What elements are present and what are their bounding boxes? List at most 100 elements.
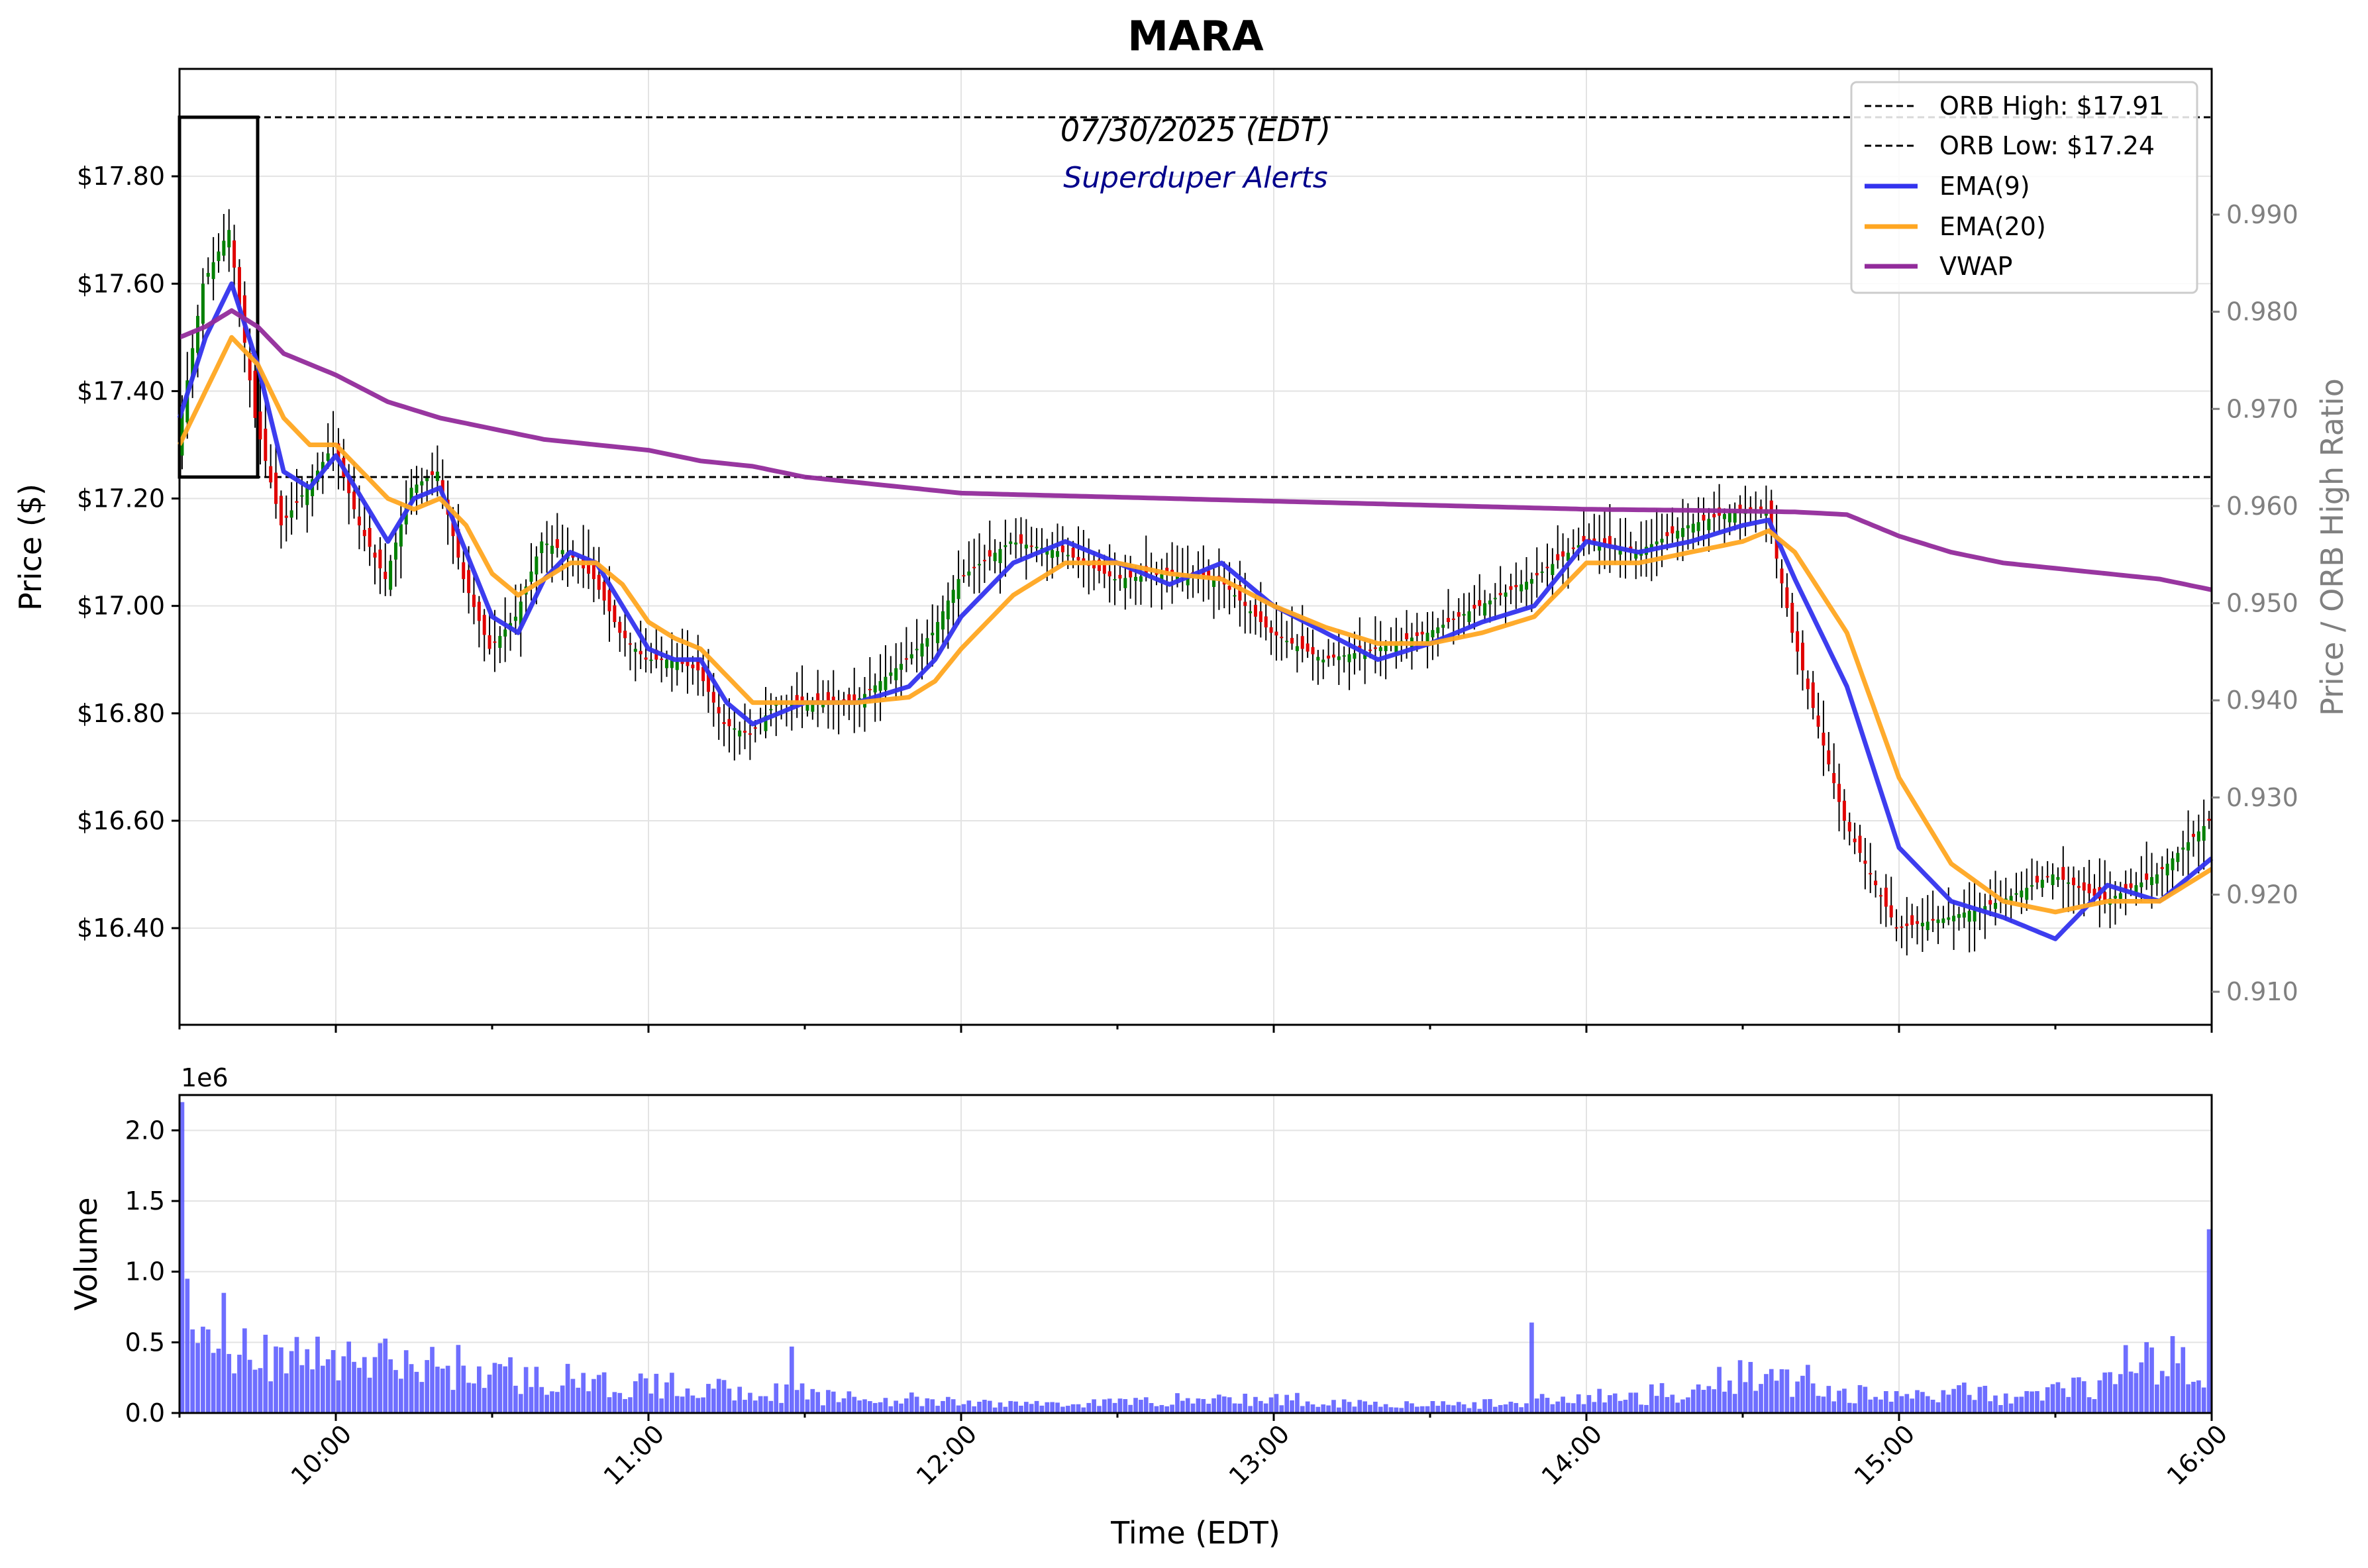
volume-bar xyxy=(1221,1396,1227,1413)
candle-body xyxy=(941,611,945,630)
volume-bar xyxy=(638,1373,643,1413)
volume-bar xyxy=(628,1397,633,1413)
candle-body xyxy=(1920,922,1924,927)
volume-bar xyxy=(841,1398,847,1413)
volume-bar xyxy=(1784,1369,1790,1413)
volume-bar xyxy=(862,1399,867,1413)
legend-item-vwap: VWAP xyxy=(1865,252,2012,281)
candle-body xyxy=(284,515,288,518)
volume-bar xyxy=(737,1386,742,1413)
candle-body xyxy=(1024,545,1028,549)
volume-bar xyxy=(2196,1380,2201,1413)
volume-bar xyxy=(888,1406,894,1413)
vwap-line xyxy=(178,308,2212,592)
volume-bar xyxy=(268,1381,273,1413)
candle-body xyxy=(878,681,882,691)
candle-body xyxy=(1405,633,1409,639)
legend-item-orb-high: ORB High: $17.91 xyxy=(1865,91,2165,121)
volume-bar xyxy=(1472,1402,1477,1413)
candle-body xyxy=(373,552,377,558)
volume-bar xyxy=(1363,1401,1367,1413)
candle-body xyxy=(805,702,809,711)
candle-body xyxy=(2196,831,2200,842)
candle-body xyxy=(409,488,413,503)
candle-body xyxy=(347,476,351,494)
candle-body xyxy=(831,696,835,703)
candle-body xyxy=(1603,538,1607,546)
candle-body xyxy=(597,574,601,590)
candle-body xyxy=(264,429,268,461)
candle-body xyxy=(2009,896,2013,902)
candle-body xyxy=(665,659,669,668)
candle-body xyxy=(1566,552,1570,561)
candle-body xyxy=(1676,531,1680,539)
volume-bar xyxy=(1310,1404,1315,1413)
candle-body xyxy=(1832,772,1836,784)
volume-bar xyxy=(899,1403,903,1413)
volume-bar xyxy=(247,1359,252,1413)
candle-body xyxy=(232,240,236,268)
volume-bar xyxy=(1915,1390,1920,1413)
volume-bar xyxy=(1446,1404,1451,1413)
volume-bar xyxy=(1092,1399,1096,1413)
volume-bar xyxy=(977,1402,982,1413)
candle-body xyxy=(826,692,830,703)
volume-bar xyxy=(680,1396,685,1413)
candle-body xyxy=(764,715,768,731)
candle-body xyxy=(1785,587,1789,608)
volume-bar xyxy=(2030,1391,2034,1413)
volume-bar xyxy=(2165,1376,2170,1413)
volume-bar xyxy=(1888,1401,1894,1413)
date-annotation: 07/30/2025 (EDT) xyxy=(1060,113,1331,148)
volume-ytick-label: 0.0 xyxy=(125,1398,165,1428)
candle-body xyxy=(1822,733,1826,746)
ratio-ytick-label: 0.910 xyxy=(2226,977,2298,1006)
volume-bar xyxy=(2014,1396,2019,1413)
candle-body xyxy=(180,412,184,456)
candle-body xyxy=(852,694,856,703)
candle-body xyxy=(1722,514,1726,519)
volume-bar xyxy=(346,1341,351,1413)
candle-body xyxy=(488,635,491,649)
candle-body xyxy=(1967,911,1971,922)
candle-body xyxy=(1165,568,1169,574)
volume-bar xyxy=(1211,1398,1216,1413)
volume-bar xyxy=(763,1396,768,1413)
candle-body xyxy=(795,695,799,703)
candle-body xyxy=(1457,612,1461,617)
candle-body xyxy=(623,631,627,639)
volume-bar xyxy=(1717,1367,1722,1413)
candle-body xyxy=(503,629,507,637)
volume-bar xyxy=(961,1404,966,1413)
volume-bar xyxy=(1972,1400,1977,1413)
volume-bar xyxy=(2055,1382,2061,1413)
volume-bar xyxy=(341,1356,346,1413)
candle-body xyxy=(2150,877,2154,886)
candle-body xyxy=(873,685,877,693)
candle-body xyxy=(592,564,595,580)
volume-bar xyxy=(357,1367,362,1413)
candle-body xyxy=(300,495,304,497)
volume-bar xyxy=(435,1367,440,1413)
volume-bar xyxy=(758,1396,763,1413)
volume-bar xyxy=(1727,1381,1732,1413)
candle-body xyxy=(217,251,221,262)
candle-body xyxy=(1780,568,1784,584)
volume-bar xyxy=(1988,1401,1992,1413)
candle-body xyxy=(191,348,195,380)
candle-body xyxy=(2051,874,2055,886)
volume-bar xyxy=(2149,1347,2154,1413)
candle-body xyxy=(607,590,611,611)
volume-bar xyxy=(1300,1406,1305,1413)
candle-body xyxy=(2082,882,2086,891)
volume-bar xyxy=(565,1363,570,1413)
ratio-ytick-label: 0.950 xyxy=(2226,589,2298,618)
candle-body xyxy=(2056,877,2060,880)
price-grid xyxy=(180,69,2212,1025)
volume-bar xyxy=(362,1357,367,1413)
candle-body xyxy=(1702,515,1706,521)
volume-axes-frame xyxy=(178,1094,2213,1414)
candle-body xyxy=(1060,545,1064,552)
candle-body xyxy=(618,621,622,633)
